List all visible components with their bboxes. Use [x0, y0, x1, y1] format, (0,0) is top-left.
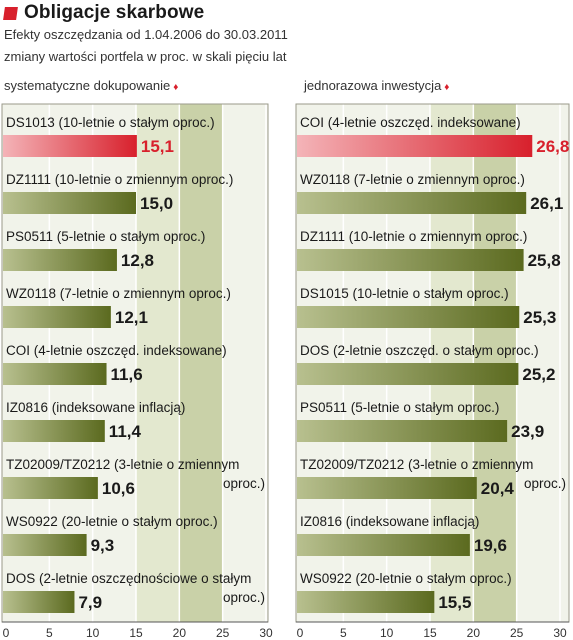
category-label: PS0511 (5-letnie o stałym oproc.) — [300, 400, 499, 415]
x-tick-label: 15 — [423, 626, 437, 640]
left-panel-title-text: systematyczne dokupowanie — [4, 78, 171, 93]
category-label: WZ0118 (7-letnie o zmiennym oproc.) — [6, 286, 231, 301]
data-label: 25,8 — [528, 251, 561, 270]
data-label: 12,1 — [115, 308, 148, 327]
subtitle: Efekty oszczędzania od 1.04.2006 do 30.0… — [4, 27, 288, 42]
data-label: 19,6 — [474, 536, 507, 555]
data-label: 15,5 — [438, 593, 471, 612]
right-panel-title-text: jednorazowa inwestycja — [304, 78, 442, 93]
data-label: 10,6 — [102, 479, 135, 498]
bar — [297, 420, 508, 442]
x-tick-label: 5 — [46, 626, 53, 640]
category-label: DOS (2-letnie oszczęd. o stałym oproc.) — [300, 343, 539, 358]
data-label: 26,8 — [536, 137, 569, 156]
category-label: PS0511 (5-letnie o stałym oproc.) — [6, 229, 205, 244]
x-tick-label: 20 — [173, 626, 187, 640]
category-label-continuation: oproc.) — [223, 476, 265, 491]
category-label: COI (4-letnie oszczęd. indeksowane) — [6, 343, 227, 358]
category-label: DZ1111 (10-letnie o zmiennym oproc.) — [6, 172, 233, 187]
category-label: DS1013 (10-letnie o stałym oproc.) — [6, 115, 215, 130]
data-label: 7,9 — [78, 593, 102, 612]
x-tick-label: 30 — [553, 626, 567, 640]
data-label: 20,4 — [481, 479, 515, 498]
bar — [3, 363, 107, 385]
bar — [297, 192, 527, 214]
bar — [3, 249, 117, 271]
x-tick-label: 0 — [3, 626, 10, 640]
left-bg-zone-top — [222, 104, 268, 622]
down-arrow-icon: ♦ — [173, 82, 179, 93]
page-title: Obligacje skarbowe — [24, 2, 205, 23]
x-tick-label: 10 — [380, 626, 394, 640]
x-tick-label: 0 — [297, 626, 304, 640]
category-label-continuation: oproc.) — [223, 590, 265, 605]
x-tick-label: 25 — [510, 626, 524, 640]
bar — [3, 420, 105, 442]
bar — [297, 477, 477, 499]
bar — [297, 534, 470, 556]
data-label: 12,8 — [121, 251, 154, 270]
bar — [297, 306, 520, 328]
x-tick-label: 10 — [86, 626, 100, 640]
data-label: 25,2 — [522, 365, 555, 384]
bar — [3, 591, 75, 613]
data-label: 23,9 — [511, 422, 544, 441]
data-label: 26,1 — [530, 194, 563, 213]
category-label: WS0922 (20-letnie o stałym oproc.) — [300, 571, 512, 586]
category-label-continuation: oproc.) — [524, 476, 566, 491]
category-label: DOS (2-letnie oszczędnościowe o stałym — [6, 571, 251, 586]
x-tick-label: 30 — [259, 626, 273, 640]
x-tick-label: 15 — [129, 626, 143, 640]
left-bg-zone-mid — [136, 104, 180, 622]
category-label: COI (4-letnie oszczęd. indeksowane) — [300, 115, 521, 130]
data-label: 9,3 — [91, 536, 115, 555]
data-label: 15,1 — [141, 137, 174, 156]
data-label: 15,0 — [140, 194, 173, 213]
x-tick-label: 5 — [340, 626, 347, 640]
category-label: DS1015 (10-letnie o stałym oproc.) — [300, 286, 509, 301]
bar — [3, 477, 98, 499]
category-label: TZ02009/TZ0212 (3-letnie o zmiennym — [300, 457, 533, 472]
right-panel-title: jednorazowa inwestycja ♦ — [304, 78, 449, 93]
category-label: IZ0816 (indeksowane inflacją) — [300, 514, 479, 529]
data-label: 11,4 — [109, 422, 142, 441]
x-tick-label: 20 — [467, 626, 481, 640]
bar — [297, 363, 519, 385]
bar — [297, 249, 524, 271]
category-label: WS0922 (20-letnie o stałym oproc.) — [6, 514, 218, 529]
bar — [3, 306, 111, 328]
bar — [3, 135, 137, 157]
data-label: 11,6 — [111, 365, 143, 384]
category-label: WZ0118 (7-letnie o zmiennym oproc.) — [300, 172, 525, 187]
subtitle-units: zmiany wartości portfela w proc. w skali… — [4, 49, 287, 64]
bar — [3, 192, 136, 214]
category-label: IZ0816 (indeksowane inflacją) — [6, 400, 185, 415]
left-bg-zone-high — [179, 104, 223, 622]
left-panel-title: systematyczne dokupowanie ♦ — [4, 78, 178, 93]
data-label: 25,3 — [523, 308, 556, 327]
bar — [3, 534, 87, 556]
bar — [297, 591, 435, 613]
category-label: TZ02009/TZ0212 (3-letnie o zmiennym — [6, 457, 239, 472]
title-row: Obligacje skarbowe — [3, 2, 205, 24]
down-arrow-icon: ♦ — [444, 82, 450, 93]
category-label: DZ1111 (10-letnie o zmiennym oproc.) — [300, 229, 527, 244]
bar — [297, 135, 533, 157]
x-tick-label: 25 — [216, 626, 230, 640]
